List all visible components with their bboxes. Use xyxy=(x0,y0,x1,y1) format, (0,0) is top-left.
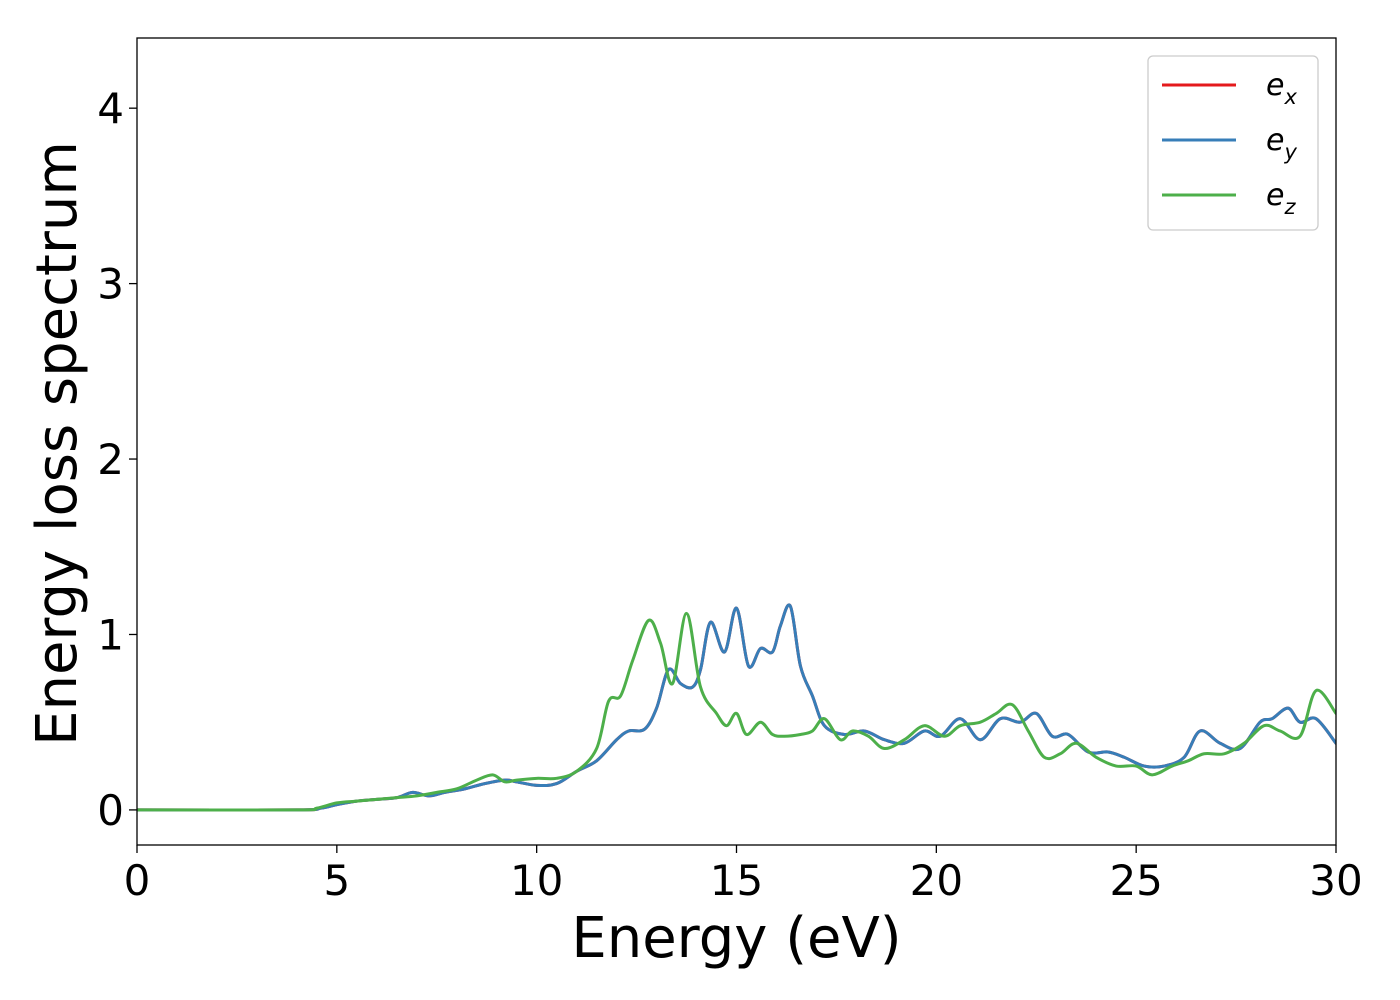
series-line-e-x xyxy=(137,603,1336,812)
legend-label-subscript: z xyxy=(1283,195,1296,219)
y-axis: 0 1 2 3 4 xyxy=(97,84,137,835)
y-tick-label: 0 xyxy=(97,786,124,835)
series-line-e-z xyxy=(137,611,1336,812)
x-tick-label: 0 xyxy=(124,856,151,905)
legend-label-base: e xyxy=(1266,68,1284,103)
x-tick-label: 10 xyxy=(510,856,563,905)
x-tick-label: 20 xyxy=(910,856,963,905)
legend-label-y: ey xyxy=(1266,123,1297,164)
legend-label-z: ez xyxy=(1266,178,1296,219)
x-axis: 0 5 10 15 20 25 30 xyxy=(124,845,1363,905)
y-tick-label: 1 xyxy=(97,610,124,659)
legend-label-base: e xyxy=(1266,123,1284,158)
x-tick-label: 25 xyxy=(1109,856,1162,905)
legend-label-subscript: x xyxy=(1283,85,1297,109)
y-axis-title: Energy loss spectrum xyxy=(25,141,90,746)
legend-label-subscript: y xyxy=(1283,140,1297,164)
x-axis-title: Energy (eV) xyxy=(571,906,901,971)
legend-box xyxy=(1147,55,1319,231)
x-tick-label: 5 xyxy=(323,856,350,905)
series-line-e-y xyxy=(137,603,1336,812)
x-tick-label: 30 xyxy=(1309,856,1362,905)
legend-label-x: ex xyxy=(1266,68,1297,109)
y-tick-label: 3 xyxy=(97,260,124,309)
y-tick-label: 4 xyxy=(97,84,124,133)
x-tick-label: 15 xyxy=(710,856,763,905)
y-tick-label: 2 xyxy=(97,435,124,484)
plot-lines xyxy=(137,603,1336,812)
legend-label-base: e xyxy=(1266,178,1284,213)
